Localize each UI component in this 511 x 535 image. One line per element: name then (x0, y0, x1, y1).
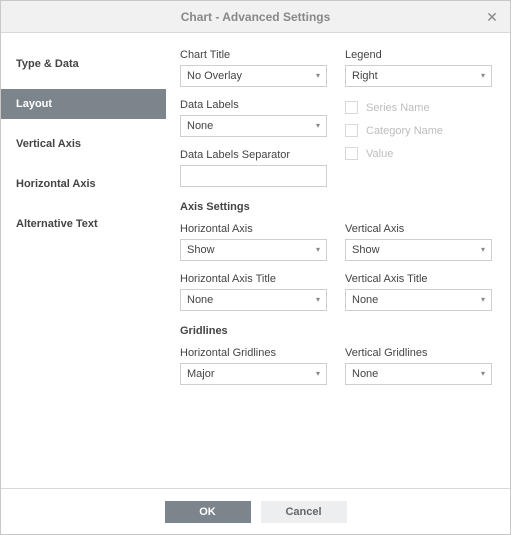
data-labels-label: Data Labels (180, 99, 327, 111)
cancel-button-label: Cancel (285, 506, 321, 518)
content-panel: Chart Title No Overlay ▾ Legend Right ▾ (166, 33, 510, 488)
vertical-axis-label: Vertical Axis (345, 223, 492, 235)
vertical-axis-title-combo[interactable]: None ▾ (345, 289, 492, 311)
vertical-axis-combo[interactable]: Show ▾ (345, 239, 492, 261)
category-name-label: Category Name (366, 125, 443, 137)
chevron-down-icon: ▾ (481, 296, 485, 304)
chevron-down-icon: ▾ (481, 370, 485, 378)
chevron-down-icon: ▾ (316, 122, 320, 130)
sidebar-item-vertical-axis[interactable]: Vertical Axis (1, 129, 166, 159)
data-labels-value: None (187, 120, 316, 132)
vertical-axis-title-value: None (352, 294, 481, 306)
vertical-gridlines-label: Vertical Gridlines (345, 347, 492, 359)
data-labels-separator-input[interactable] (180, 165, 327, 187)
chart-title-label: Chart Title (180, 49, 327, 61)
close-icon[interactable]: ✕ (482, 1, 502, 33)
ok-button[interactable]: OK (165, 501, 251, 523)
horizontal-gridlines-value: Major (187, 368, 316, 380)
value-label: Value (366, 148, 393, 160)
value-checkbox[interactable]: Value (345, 147, 492, 160)
cancel-button[interactable]: Cancel (261, 501, 347, 523)
chart-title-value: No Overlay (187, 70, 316, 82)
sidebar-item-type-data[interactable]: Type & Data (1, 49, 166, 79)
chart-title-combo[interactable]: No Overlay ▾ (180, 65, 327, 87)
ok-button-label: OK (199, 506, 216, 518)
horizontal-axis-combo[interactable]: Show ▾ (180, 239, 327, 261)
sidebar-item-label: Horizontal Axis (16, 178, 96, 190)
horizontal-gridlines-label: Horizontal Gridlines (180, 347, 327, 359)
vertical-axis-title-label: Vertical Axis Title (345, 273, 492, 285)
checkbox-icon (345, 101, 358, 114)
chevron-down-icon: ▾ (316, 370, 320, 378)
advanced-settings-dialog: Chart - Advanced Settings ✕ Type & Data … (0, 0, 511, 535)
chevron-down-icon: ▾ (481, 246, 485, 254)
sidebar-item-label: Alternative Text (16, 218, 98, 230)
category-name-checkbox[interactable]: Category Name (345, 124, 492, 137)
dialog-titlebar: Chart - Advanced Settings ✕ (1, 1, 510, 33)
legend-value: Right (352, 70, 481, 82)
vertical-gridlines-value: None (352, 368, 481, 380)
sidebar-item-horizontal-axis[interactable]: Horizontal Axis (1, 169, 166, 199)
dialog-footer: OK Cancel (1, 488, 510, 534)
vertical-axis-value: Show (352, 244, 481, 256)
dialog-title: Chart - Advanced Settings (1, 10, 510, 24)
series-name-checkbox[interactable]: Series Name (345, 101, 492, 114)
horizontal-axis-value: Show (187, 244, 316, 256)
legend-label: Legend (345, 49, 492, 61)
horizontal-axis-title-label: Horizontal Axis Title (180, 273, 327, 285)
horizontal-axis-label: Horizontal Axis (180, 223, 327, 235)
gridlines-title: Gridlines (180, 325, 492, 337)
chevron-down-icon: ▾ (316, 246, 320, 254)
chevron-down-icon: ▾ (316, 72, 320, 80)
series-name-label: Series Name (366, 102, 430, 114)
data-labels-options: Series Name Category Name Value (345, 99, 492, 160)
chevron-down-icon: ▾ (481, 72, 485, 80)
data-labels-separator-label: Data Labels Separator (180, 149, 327, 161)
horizontal-axis-title-combo[interactable]: None ▾ (180, 289, 327, 311)
checkbox-icon (345, 124, 358, 137)
dialog-body: Type & Data Layout Vertical Axis Horizon… (1, 33, 510, 488)
sidebar-item-alternative-text[interactable]: Alternative Text (1, 209, 166, 239)
sidebar-item-label: Layout (16, 98, 52, 110)
vertical-gridlines-combo[interactable]: None ▾ (345, 363, 492, 385)
chevron-down-icon: ▾ (316, 296, 320, 304)
horizontal-gridlines-combo[interactable]: Major ▾ (180, 363, 327, 385)
sidebar-item-label: Type & Data (16, 58, 79, 70)
sidebar-item-layout[interactable]: Layout (1, 89, 166, 119)
legend-combo[interactable]: Right ▾ (345, 65, 492, 87)
horizontal-axis-title-value: None (187, 294, 316, 306)
axis-settings-title: Axis Settings (180, 201, 492, 213)
sidebar-item-label: Vertical Axis (16, 138, 81, 150)
sidebar: Type & Data Layout Vertical Axis Horizon… (1, 33, 166, 488)
data-labels-combo[interactable]: None ▾ (180, 115, 327, 137)
checkbox-icon (345, 147, 358, 160)
